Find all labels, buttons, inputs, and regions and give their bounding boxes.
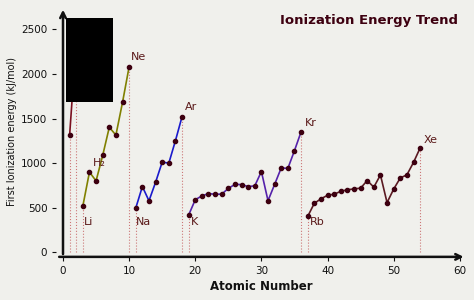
Point bbox=[211, 192, 219, 197]
Text: He: He bbox=[82, 25, 97, 34]
Point bbox=[138, 184, 146, 189]
Point bbox=[337, 189, 345, 194]
Point bbox=[165, 161, 173, 166]
Point bbox=[364, 178, 371, 183]
Point bbox=[125, 64, 133, 69]
Point bbox=[410, 160, 417, 165]
Point bbox=[264, 198, 272, 203]
Point bbox=[198, 194, 206, 198]
Point bbox=[271, 182, 278, 187]
Point bbox=[297, 129, 305, 134]
Point bbox=[99, 153, 107, 158]
Point bbox=[225, 186, 232, 191]
Point bbox=[403, 172, 410, 177]
Point bbox=[231, 182, 239, 187]
Text: K: K bbox=[191, 217, 198, 227]
Point bbox=[416, 146, 424, 150]
Point bbox=[344, 187, 351, 192]
Point bbox=[86, 170, 93, 175]
X-axis label: Atomic Number: Atomic Number bbox=[210, 280, 313, 293]
Point bbox=[330, 192, 338, 197]
Point bbox=[383, 200, 391, 205]
Text: Li: Li bbox=[84, 217, 93, 227]
Point bbox=[310, 201, 318, 206]
Text: H₂: H₂ bbox=[93, 158, 106, 168]
Point bbox=[178, 114, 186, 119]
Point bbox=[92, 178, 100, 183]
Text: Na: Na bbox=[136, 217, 151, 227]
Point bbox=[112, 133, 120, 137]
Point bbox=[350, 187, 358, 191]
Point bbox=[304, 214, 311, 219]
Point bbox=[152, 180, 159, 184]
Point bbox=[158, 160, 166, 164]
Point bbox=[377, 172, 384, 177]
Text: Xe: Xe bbox=[423, 135, 438, 145]
Point bbox=[66, 133, 73, 138]
Point bbox=[245, 184, 252, 189]
Point bbox=[145, 198, 153, 203]
Point bbox=[238, 182, 246, 187]
Point bbox=[205, 191, 212, 196]
Text: Kr: Kr bbox=[304, 118, 316, 128]
Bar bbox=[66, 18, 113, 102]
Point bbox=[185, 213, 192, 218]
Point bbox=[73, 38, 80, 43]
Point bbox=[79, 204, 87, 208]
Text: Ionization Energy Trend: Ionization Energy Trend bbox=[280, 14, 458, 27]
Point bbox=[396, 176, 404, 180]
Point bbox=[324, 193, 331, 198]
Point bbox=[291, 148, 298, 153]
Text: Ar: Ar bbox=[185, 102, 198, 112]
Point bbox=[390, 187, 398, 191]
Point bbox=[118, 100, 126, 105]
Point bbox=[218, 192, 226, 197]
Text: Rb: Rb bbox=[310, 217, 324, 227]
Point bbox=[277, 166, 285, 170]
Point bbox=[284, 166, 292, 171]
Text: Ne: Ne bbox=[131, 52, 146, 62]
Point bbox=[257, 169, 265, 174]
Point bbox=[251, 183, 259, 188]
Point bbox=[317, 196, 325, 201]
Point bbox=[172, 138, 179, 143]
Y-axis label: First Ionization energy (kJ/mol): First Ionization energy (kJ/mol) bbox=[7, 57, 17, 206]
Point bbox=[357, 186, 365, 190]
Point bbox=[132, 206, 139, 211]
Point bbox=[370, 185, 378, 190]
Point bbox=[106, 125, 113, 130]
Point bbox=[191, 197, 199, 202]
